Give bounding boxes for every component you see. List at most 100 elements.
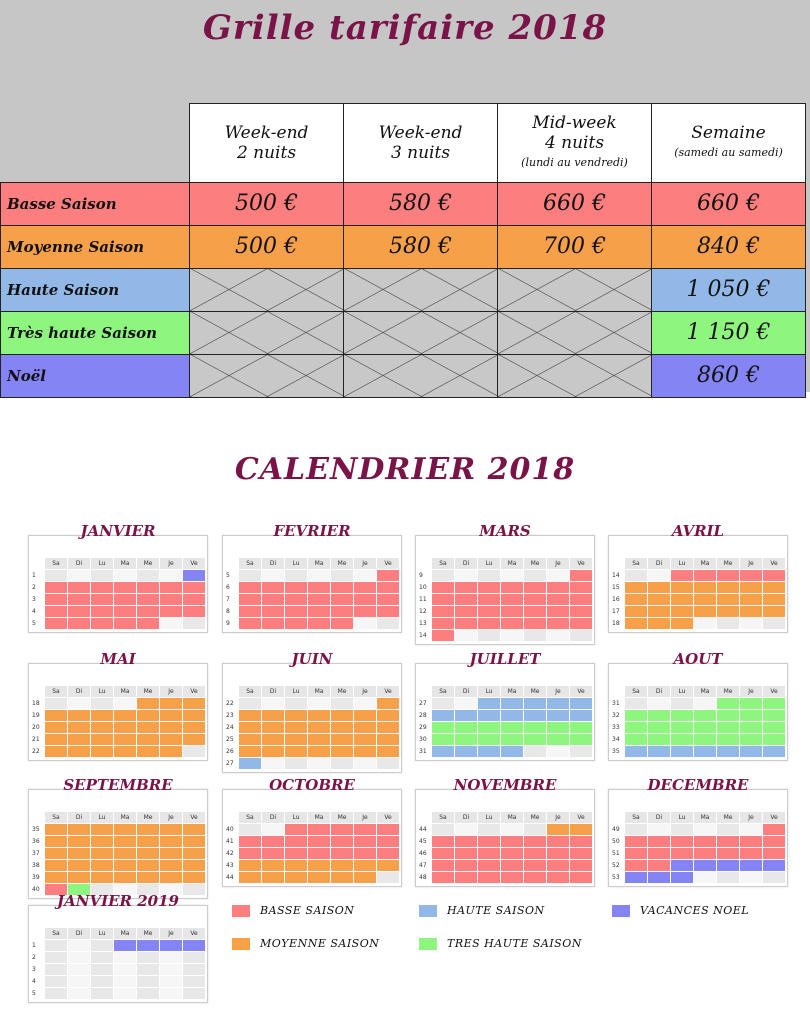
day-cell — [91, 964, 113, 975]
day-cell — [740, 824, 762, 835]
day-cell — [455, 630, 477, 641]
week-number: 35 — [612, 748, 620, 755]
day-cell — [455, 848, 477, 859]
day-cell — [239, 722, 261, 733]
week-number: 27 — [226, 760, 234, 767]
day-cell — [137, 964, 159, 975]
day-cell — [160, 734, 182, 745]
day-cell — [648, 618, 670, 629]
day-cell — [547, 734, 569, 745]
day-cell — [570, 722, 592, 733]
day-cell — [570, 824, 592, 835]
day-cell — [432, 848, 454, 859]
day-cell — [694, 710, 716, 721]
day-cell — [455, 594, 477, 605]
day-cell — [570, 746, 592, 757]
day-cell — [354, 872, 376, 883]
day-header: Lu — [671, 686, 693, 697]
day-header: Di — [455, 558, 477, 569]
day-header: Me — [137, 928, 159, 939]
day-cell — [501, 594, 523, 605]
day-cell — [68, 570, 90, 581]
day-header: Di — [648, 558, 670, 569]
day-cell — [262, 710, 284, 721]
month-name: MARS — [479, 522, 531, 540]
month-day-grid: Sa Di Lu Ma Me Je Ve 9 10 11 12 13 14 — [419, 558, 593, 642]
day-cell — [740, 570, 762, 581]
day-cell — [547, 618, 569, 629]
day-cell — [91, 594, 113, 605]
day-cell — [547, 582, 569, 593]
price-row: Très haute Saison 1 150 € — [0, 310, 806, 355]
day-cell — [763, 698, 785, 709]
day-cell — [91, 570, 113, 581]
day-cell — [160, 722, 182, 733]
week-number: 37 — [32, 850, 40, 857]
day-header: Sa — [625, 812, 647, 823]
day-cell — [671, 722, 693, 733]
day-header: Je — [740, 558, 762, 569]
day-cell — [114, 570, 136, 581]
month-name: JANVIER 2019 — [57, 892, 179, 910]
week-number: 46 — [419, 850, 427, 857]
day-header: Ma — [694, 686, 716, 697]
legend-swatch — [419, 938, 437, 950]
day-cell — [91, 698, 113, 709]
day-cell — [648, 848, 670, 859]
day-cell — [717, 570, 739, 581]
day-cell — [91, 824, 113, 835]
day-cell — [45, 594, 67, 605]
day-cell — [648, 836, 670, 847]
day-cell — [570, 710, 592, 721]
header-midweek: Mid-week 4 nuits (lundi au vendredi) — [497, 103, 652, 183]
day-cell — [763, 570, 785, 581]
day-cell — [671, 860, 693, 871]
day-cell — [183, 988, 205, 999]
day-cell — [524, 836, 546, 847]
day-cell — [648, 570, 670, 581]
day-cell — [648, 860, 670, 871]
day-cell — [285, 872, 307, 883]
day-cell — [262, 722, 284, 733]
day-cell — [671, 848, 693, 859]
day-cell — [183, 976, 205, 987]
week-number: 33 — [612, 724, 620, 731]
week-number: 2 — [32, 584, 36, 591]
day-cell — [501, 710, 523, 721]
day-cell — [625, 698, 647, 709]
legend-swatch — [232, 905, 250, 917]
day-cell — [648, 872, 670, 883]
day-cell — [455, 698, 477, 709]
week-number: 9 — [226, 620, 230, 627]
month-name: FEVRIER — [273, 522, 351, 540]
day-cell — [331, 710, 353, 721]
week-number: 2 — [32, 954, 36, 961]
month-day-grid: Sa Di Lu Ma Me Je Ve 14 15 16 17 18 — [612, 558, 786, 630]
day-cell — [740, 872, 762, 883]
day-cell — [501, 606, 523, 617]
day-cell — [45, 570, 67, 581]
month-day-grid: Sa Di Lu Ma Me Je Ve 27 28 29 30 31 — [419, 686, 593, 758]
day-cell — [570, 582, 592, 593]
day-header: Je — [160, 686, 182, 697]
day-cell — [160, 836, 182, 847]
day-cell — [137, 606, 159, 617]
day-header: Ve — [377, 812, 399, 823]
day-cell — [478, 848, 500, 859]
day-cell — [183, 836, 205, 847]
day-header: Je — [160, 812, 182, 823]
price-row: Noël 860 € — [0, 353, 806, 398]
day-header: Sa — [432, 558, 454, 569]
day-cell — [68, 710, 90, 721]
day-cell — [45, 722, 67, 733]
day-cell — [377, 582, 399, 593]
day-cell — [308, 722, 330, 733]
day-header: Lu — [478, 686, 500, 697]
day-cell — [570, 698, 592, 709]
day-cell — [478, 606, 500, 617]
day-cell — [45, 746, 67, 757]
day-cell — [183, 582, 205, 593]
day-cell — [239, 758, 261, 769]
month-calendar: SEPTEMBRE Sa Di Lu Ma Me Je Ve 35 36 37 38 39 40 — [28, 776, 208, 899]
week-number: 20 — [32, 724, 40, 731]
